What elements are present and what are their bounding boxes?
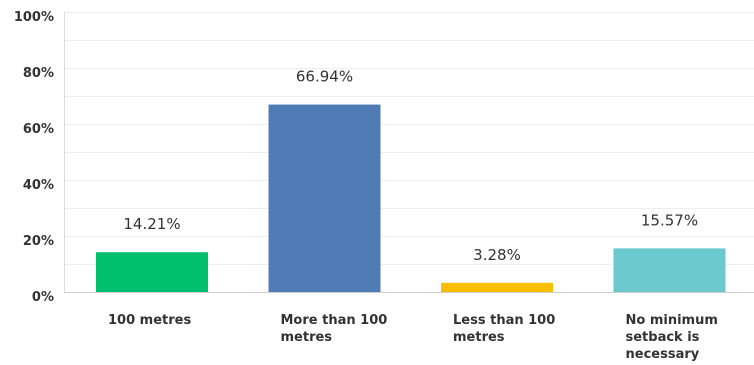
y-tick-label-40: 40%	[23, 178, 54, 193]
y-tick-label-0: 0%	[32, 290, 54, 305]
data-label-1: 14.21%	[123, 215, 180, 233]
data-label-4: 15.57%	[641, 211, 698, 229]
y-tick-label-20: 20%	[23, 234, 54, 249]
x-tick-label-less-than-100-metres: Less than 100 metres	[453, 313, 556, 345]
y-tick-label-60: 60%	[23, 122, 54, 137]
data-label-2: 66.94%	[296, 68, 353, 86]
x-tick-label-100-metres: 100 metres	[108, 313, 192, 328]
data-labels: 14.21% 66.94% 3.28% 15.57%	[123, 68, 698, 264]
x-tick-label-no-minimum-setback: No minimum setback is necessary	[625, 313, 718, 362]
data-label-3: 3.28%	[473, 246, 521, 264]
y-tick-label-100: 100%	[14, 10, 54, 25]
bar-1	[96, 252, 208, 292]
bars	[96, 104, 726, 293]
bar-3	[441, 282, 553, 292]
y-tick-label-80: 80%	[23, 66, 54, 81]
y-axis: 0% 20% 40% 60% 80% 100%	[14, 10, 65, 305]
bar-2	[268, 104, 381, 293]
x-tick-label-more-than-100-metres: More than 100 metres	[280, 313, 388, 345]
bar-4	[613, 248, 726, 292]
